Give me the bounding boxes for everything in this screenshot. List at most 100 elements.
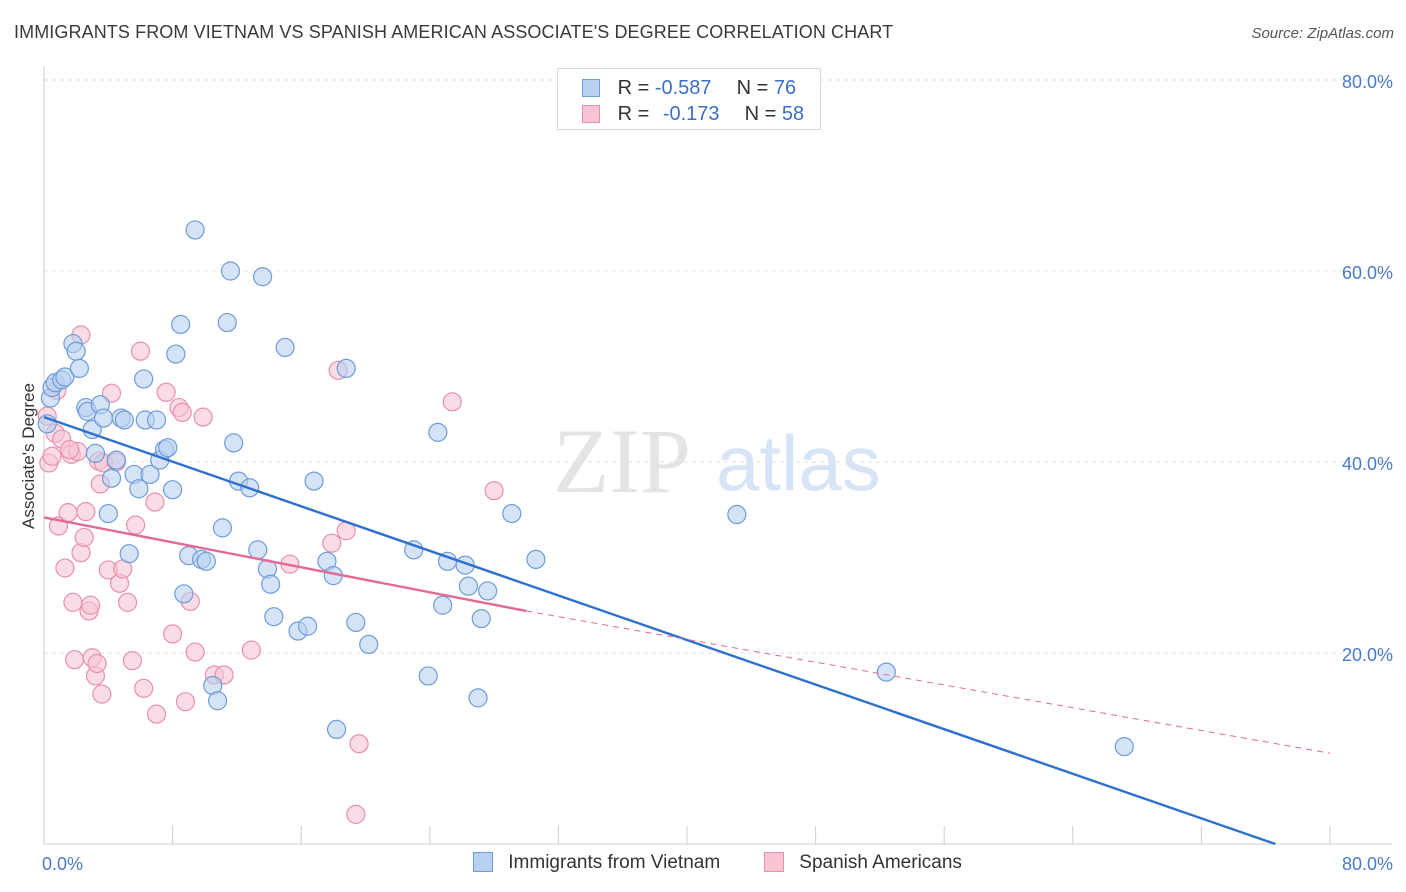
trend-lines xyxy=(43,415,1331,846)
spanish-point-15 xyxy=(76,502,96,522)
spanish-trend-line xyxy=(43,516,527,613)
y-tick-label-0: 20.0% xyxy=(1342,645,1393,665)
spanish-point-40 xyxy=(172,402,192,422)
n-label: N = xyxy=(744,103,777,125)
vietnam-point-19 xyxy=(114,410,134,430)
spanish-point-43 xyxy=(185,642,205,662)
vietnam-point-22 xyxy=(129,479,149,499)
vietnam-point-7 xyxy=(66,341,86,361)
stats-row-spanish: R = -0.173 N = 58 xyxy=(582,103,804,129)
spanish-point-54 xyxy=(442,392,462,412)
spanish-point-37 xyxy=(156,382,176,402)
vietnam-point-64 xyxy=(433,595,453,615)
watermark: ZIP atlas xyxy=(553,410,881,512)
vietnam-point-35 xyxy=(185,220,205,240)
legend-label: Immigrants from Vietnam xyxy=(508,852,721,873)
y-tick-label-3: 80.0% xyxy=(1342,72,1393,92)
spanish-point-7 xyxy=(58,503,78,523)
vietnam-point-30 xyxy=(163,480,183,500)
vietnam-trend-line xyxy=(43,415,1276,846)
spanish-point-53 xyxy=(346,804,366,824)
series-immigrants-from-vietnam xyxy=(37,220,1134,757)
legend-item-spanish[interactable]: Spanish Americans xyxy=(764,852,962,874)
vietnam-point-40 xyxy=(212,518,233,538)
vietnam-point-49 xyxy=(261,574,281,594)
vietnam-point-70 xyxy=(478,581,498,601)
spanish-point-30 xyxy=(117,592,138,612)
vietnam-point-23 xyxy=(134,369,154,389)
vietnam-point-43 xyxy=(224,433,244,453)
r-value: -0.173 xyxy=(662,103,720,125)
vietnam-point-58 xyxy=(336,358,356,379)
spanish-point-10 xyxy=(64,650,85,670)
vietnam-point-51 xyxy=(275,337,295,357)
vietnam-point-8 xyxy=(69,358,89,379)
legend-label: Spanish Americans xyxy=(799,852,962,873)
vietnam-point-59 xyxy=(346,612,366,633)
spanish-point-34 xyxy=(134,678,154,698)
watermark-zip: ZIP xyxy=(553,410,691,512)
spanish-point-32 xyxy=(126,515,146,535)
vietnam-point-33 xyxy=(174,584,194,604)
n-value: 58 xyxy=(781,103,805,125)
vietnam-point-47 xyxy=(253,267,273,287)
spanish-point-20 xyxy=(87,653,107,674)
spanish-trend-extension xyxy=(526,610,1331,754)
spanish-point-36 xyxy=(146,704,167,724)
swatch-pink xyxy=(582,105,600,123)
vietnam-point-61 xyxy=(404,540,424,560)
vietnam-point-72 xyxy=(526,549,546,570)
vietnam-point-41 xyxy=(217,312,237,333)
vietnam-point-50 xyxy=(264,607,284,627)
vietnam-point-26 xyxy=(146,410,167,430)
vietnam-point-37 xyxy=(196,551,216,571)
spanish-point-57 xyxy=(60,439,80,460)
r-value: -0.587 xyxy=(654,77,712,99)
vietnam-point-25 xyxy=(140,464,160,485)
vietnam-point-74 xyxy=(876,662,896,682)
vietnam-point-53 xyxy=(298,616,318,636)
r-label: R = xyxy=(617,77,650,99)
y-axis-label: Associate's Degree xyxy=(19,383,38,529)
spanish-point-26 xyxy=(101,383,122,403)
vietnam-point-46 xyxy=(248,540,268,560)
spanish-point-9 xyxy=(63,592,83,612)
vietnam-point-73 xyxy=(727,504,747,525)
legend-item-vietnam[interactable]: Immigrants from Vietnam xyxy=(473,852,720,874)
y-tick-label-1: 40.0% xyxy=(1342,454,1393,474)
vietnam-point-57 xyxy=(326,719,347,740)
spanish-point-35 xyxy=(145,492,165,512)
spanish-point-38 xyxy=(163,624,183,644)
vietnam-point-39 xyxy=(208,691,228,711)
spanish-point-41 xyxy=(175,692,196,712)
vietnam-point-29 xyxy=(158,438,178,458)
spanish-point-6 xyxy=(55,558,75,578)
spanish-point-23 xyxy=(92,684,112,704)
n-value: 76 xyxy=(773,77,797,99)
swatch-blue xyxy=(473,852,493,872)
vietnam-point-31 xyxy=(166,344,186,364)
spanish-point-44 xyxy=(193,407,213,427)
vietnam-point-54 xyxy=(304,471,324,491)
spanish-point-14 xyxy=(74,527,94,548)
gridlines xyxy=(44,79,1392,654)
vietnam-point-12 xyxy=(85,443,106,464)
source-credit: Source: ZipAtlas.com xyxy=(1251,25,1394,42)
vietnam-point-16 xyxy=(101,468,122,488)
vietnam-point-20 xyxy=(119,544,139,564)
swatch-blue xyxy=(582,79,600,97)
vietnam-point-60 xyxy=(359,634,379,655)
vietnam-point-42 xyxy=(220,261,241,281)
series-legend: Immigrants from Vietnam Spanish American… xyxy=(0,852,1406,878)
vietnam-point-32 xyxy=(171,314,191,335)
spanish-point-52 xyxy=(349,734,369,754)
spanish-point-55 xyxy=(484,481,504,501)
n-label: N = xyxy=(736,77,769,99)
stats-legend: R = -0.587 N = 76 R = -0.173 N = 58 xyxy=(557,68,821,130)
vietnam-point-5 xyxy=(55,367,75,387)
chart-title: IMMIGRANTS FROM VIETNAM VS SPANISH AMERI… xyxy=(14,22,894,42)
stats-row-vietnam: R = -0.587 N = 76 xyxy=(582,77,796,103)
vietnam-point-75 xyxy=(1114,736,1134,757)
spanish-point-33 xyxy=(130,341,151,361)
